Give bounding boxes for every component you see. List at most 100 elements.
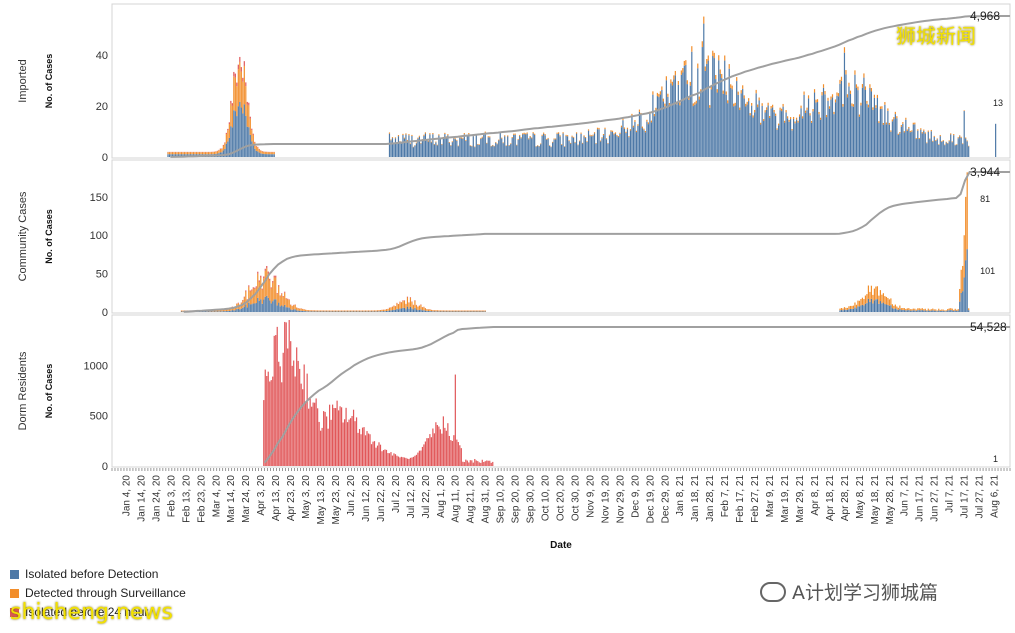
bar [309,310,311,312]
bar [625,133,627,157]
bar [375,447,377,466]
x-tick-label: Oct 30, 20 [570,475,581,522]
bar [731,89,733,157]
bar [719,69,721,74]
bar [957,309,959,311]
bar [364,311,367,312]
bar [474,310,476,312]
bar [845,70,847,75]
bar [480,311,482,312]
bar [558,132,560,134]
y-axis-label: No. of Cases [44,209,54,264]
bar [703,16,705,24]
bar [941,142,943,157]
bar [414,455,416,466]
bar [742,88,744,157]
bar [236,86,238,117]
bar [460,310,462,312]
bar [896,116,898,119]
bar [299,308,301,311]
bar [215,151,217,154]
bar [891,304,893,309]
x-tick-label: Mar 29, 21 [795,475,806,523]
bar [665,80,667,157]
bar [522,134,524,157]
bar [879,106,881,110]
bar [622,118,624,121]
bar [366,431,368,466]
bar [435,422,437,466]
bar [415,305,418,310]
x-tick-label: Jun 27, 21 [930,475,941,522]
bar [333,407,335,466]
bar [266,268,268,296]
bar [384,309,386,312]
bar [646,121,648,157]
bar [462,137,464,139]
bar [561,144,563,145]
bar [855,84,858,88]
bar [447,135,449,157]
bar [318,311,320,312]
bar [311,310,313,312]
bar [652,91,654,95]
bar [864,295,867,304]
bar [391,455,394,466]
bar [707,55,709,61]
bar [875,286,877,300]
bar [743,98,745,157]
bar [912,310,914,312]
bar [324,310,326,312]
bar [869,84,871,88]
bar [406,139,409,141]
bar [863,299,865,306]
bar [957,137,959,139]
bar [607,142,609,144]
bar [640,115,642,157]
bar [390,307,392,311]
bar [387,310,389,312]
legend-item-isolated: Isolated before Detection [10,567,158,581]
bar [300,308,302,311]
bar [514,133,516,135]
bar [903,310,905,312]
bar [748,101,750,157]
bar [472,136,474,157]
bar [189,152,192,155]
bar [222,150,224,157]
bar [369,310,371,312]
bar [528,138,530,140]
bar [451,141,453,143]
bar [584,138,587,157]
bar [537,145,539,157]
bar [444,311,446,312]
bar [638,109,641,112]
bar [444,427,446,466]
bar [246,126,248,157]
bar [224,143,226,150]
bar [767,105,769,157]
bar [894,304,896,309]
bar [228,137,230,157]
bar [242,77,244,82]
bar [562,133,564,157]
bar [743,95,745,99]
bar [939,310,941,312]
x-tick-label: Nov 29, 20 [615,475,626,524]
bar [412,146,415,148]
bar [339,311,341,312]
bar [598,129,600,157]
bar [285,307,287,312]
bar [519,136,521,157]
bar [632,125,635,128]
bar [354,311,356,312]
bar [243,306,245,312]
bar [447,311,449,312]
bar [544,135,546,157]
y-tick-label: 1000 [84,360,108,372]
x-tick-label: Feb 17, 21 [735,475,746,523]
bar [626,129,629,157]
bar [682,68,684,73]
bar [813,92,816,157]
bar [689,85,691,157]
